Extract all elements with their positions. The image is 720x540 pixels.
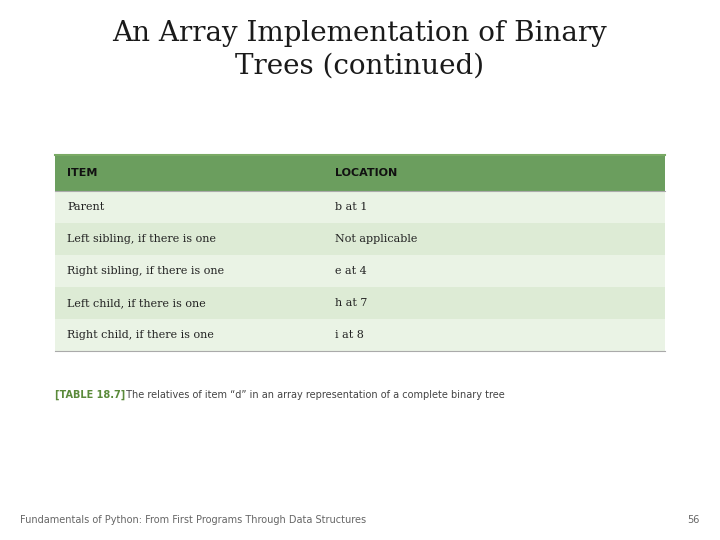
Text: [TABLE 18.7]: [TABLE 18.7] [55,390,125,400]
Text: Fundamentals of Python: From First Programs Through Data Structures: Fundamentals of Python: From First Progr… [20,515,366,525]
Bar [55,223,665,255]
Text: i at 8: i at 8 [336,330,364,340]
Text: b at 1: b at 1 [336,202,368,212]
Text: ITEM: ITEM [67,168,97,178]
Text: e at 4: e at 4 [336,266,367,276]
Bar [55,255,665,287]
Text: Left sibling, if there is one: Left sibling, if there is one [67,234,216,244]
Bar [55,287,665,319]
Text: Not applicable: Not applicable [336,234,418,244]
Bar [55,155,665,191]
Text: The relatives of item “d” in an array representation of a complete binary tree: The relatives of item “d” in an array re… [123,390,505,400]
Text: An Array Implementation of Binary
Trees (continued): An Array Implementation of Binary Trees … [112,20,608,79]
Bar [55,191,665,223]
Text: Right sibling, if there is one: Right sibling, if there is one [67,266,224,276]
Text: Right child, if there is one: Right child, if there is one [67,330,214,340]
Text: Parent: Parent [67,202,104,212]
Text: LOCATION: LOCATION [336,168,397,178]
Text: Left child, if there is one: Left child, if there is one [67,298,206,308]
Bar [55,319,665,351]
Text: h at 7: h at 7 [336,298,368,308]
Text: 56: 56 [688,515,700,525]
